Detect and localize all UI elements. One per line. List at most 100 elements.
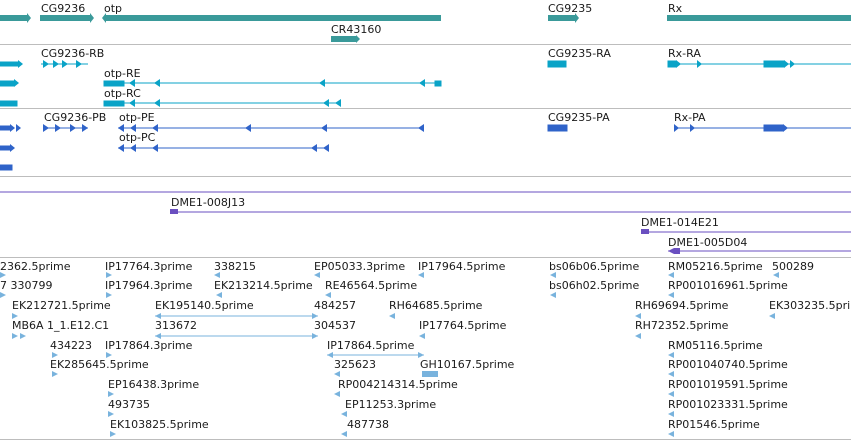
est-glyph[interactable]: [334, 371, 340, 377]
est-glyph[interactable]: [341, 411, 347, 417]
est-label[interactable]: RH69694.5prime: [635, 299, 729, 312]
est-glyph[interactable]: [312, 313, 318, 319]
est-glyph[interactable]: [12, 313, 18, 319]
transcript-label-otp-re[interactable]: otp-RE: [104, 67, 141, 80]
est-glyph[interactable]: [106, 352, 112, 358]
est-glyph[interactable]: [668, 371, 674, 377]
gene-cg9236-bar[interactable]: [0, 15, 27, 21]
est-glyph[interactable]: [0, 272, 6, 278]
est-label[interactable]: RP01546.5prime: [668, 418, 760, 431]
est-glyph[interactable]: [550, 292, 556, 298]
est-glyph[interactable]: [773, 272, 779, 278]
gene-cr43160-bar[interactable]: [331, 36, 356, 42]
est-label[interactable]: RM05216.5prime: [668, 260, 763, 273]
est-glyph[interactable]: [635, 333, 641, 339]
est-glyph[interactable]: [312, 333, 318, 339]
est-label[interactable]: RP004214314.5prime: [338, 378, 458, 391]
gene-label-cr43160[interactable]: CR43160: [331, 23, 382, 36]
est-glyph[interactable]: [550, 272, 556, 278]
est-label[interactable]: IP17864.3prime: [105, 339, 193, 352]
est-glyph[interactable]: [419, 333, 425, 339]
est-label[interactable]: EK195140.5prime: [155, 299, 254, 312]
est-label[interactable]: bs06h02.5prime: [549, 279, 640, 292]
est-glyph[interactable]: [12, 333, 18, 339]
est-glyph[interactable]: [216, 292, 222, 298]
clone-label-dme1-005d04[interactable]: DME1-005D04: [668, 236, 748, 249]
est-glyph[interactable]: [668, 431, 674, 437]
est-label[interactable]: MB6A 1_1.E12.C1: [12, 319, 110, 332]
est-label[interactable]: IP17864.5prime: [327, 339, 415, 352]
est-glyph[interactable]: [0, 292, 6, 298]
est-glyph[interactable]: [668, 352, 674, 358]
est-label[interactable]: EP11253.3prime: [345, 398, 437, 411]
gene-rx-bar[interactable]: [667, 15, 851, 21]
est-glyph[interactable]: [108, 411, 114, 417]
est-label[interactable]: bs06b06.5prime: [549, 260, 640, 273]
est-glyph[interactable]: [635, 313, 641, 319]
est-label[interactable]: RM05116.5prime: [668, 339, 763, 352]
est-label[interactable]: RE46564.5prime: [325, 279, 418, 292]
transcript-label-cg9236-rb[interactable]: CG9236-RB: [41, 47, 105, 60]
est-label[interactable]: RP001023331.5prime: [668, 398, 788, 411]
protein-label-cg9236-pb[interactable]: CG9236-PB: [44, 111, 107, 124]
clone-label-dme1-014e21[interactable]: DME1-014E21: [641, 216, 719, 229]
est-glyph[interactable]: [52, 352, 58, 358]
est-glyph[interactable]: [52, 371, 58, 377]
est-glyph[interactable]: [110, 431, 116, 437]
est-label[interactable]: EK303235.5prime: [769, 299, 851, 312]
est-glyph[interactable]: [155, 313, 161, 319]
est-label[interactable]: GH10167.5prime: [420, 358, 515, 371]
transcript-label-cg9235-ra[interactable]: CG9235-RA: [548, 47, 611, 60]
est-glyph[interactable]: [668, 411, 674, 417]
est-label[interactable]: RP001016961.5prime: [668, 279, 788, 292]
est-label[interactable]: 2362.5prime: [0, 260, 71, 273]
est-glyph[interactable]: [325, 292, 331, 298]
est-label[interactable]: 325623: [334, 358, 376, 371]
gene-label-cg9235[interactable]: CG9235: [548, 2, 593, 15]
est-glyph[interactable]: [668, 272, 674, 278]
gene-label-otp[interactable]: otp: [104, 2, 123, 15]
est-glyph[interactable]: [314, 272, 320, 278]
est-label[interactable]: RP001040740.5prime: [668, 358, 788, 371]
est-label[interactable]: EK285645.5prime: [50, 358, 149, 371]
est-glyph[interactable]: [20, 333, 26, 339]
est-glyph[interactable]: [341, 431, 347, 437]
est-glyph[interactable]: [769, 313, 775, 319]
est-label[interactable]: RH64685.5prime: [389, 299, 483, 312]
est-label[interactable]: IP17964.5prime: [418, 260, 506, 273]
est-label[interactable]: 500289: [772, 260, 814, 273]
est-label[interactable]: 487738: [347, 418, 389, 431]
est-label[interactable]: 434223: [50, 339, 92, 352]
est-label[interactable]: 493735: [108, 398, 150, 411]
est-label[interactable]: EK212721.5prime: [12, 299, 111, 312]
est-label[interactable]: 7 330799: [0, 279, 53, 292]
protein-label-cg9235-pa[interactable]: CG9235-PA: [548, 111, 610, 124]
est-glyph[interactable]: [327, 352, 333, 358]
gene-otp-bar[interactable]: [106, 15, 441, 21]
est-label[interactable]: 313672: [155, 319, 197, 332]
est-label[interactable]: EK213214.5prime: [214, 279, 313, 292]
est-glyph[interactable]: [422, 371, 438, 377]
est-label[interactable]: IP17764.5prime: [419, 319, 507, 332]
est-label[interactable]: 338215: [214, 260, 256, 273]
gene-cg9236-bar[interactable]: [40, 15, 90, 21]
est-glyph[interactable]: [418, 272, 424, 278]
est-label[interactable]: RH72352.5prime: [635, 319, 729, 332]
est-label[interactable]: 484257: [314, 299, 356, 312]
est-glyph[interactable]: [214, 272, 220, 278]
est-label[interactable]: EK103825.5prime: [110, 418, 209, 431]
est-glyph[interactable]: [668, 391, 674, 397]
gene-label-rx[interactable]: Rx: [668, 2, 683, 15]
transcript-label-otp-rc[interactable]: otp-RC: [104, 87, 141, 100]
gene-label-cg9236[interactable]: CG9236: [41, 2, 86, 15]
est-label[interactable]: IP17764.3prime: [105, 260, 193, 273]
est-label[interactable]: RP001019591.5prime: [668, 378, 788, 391]
protein-label-otp-pe[interactable]: otp-PE: [119, 111, 155, 124]
transcript-label-rx-ra[interactable]: Rx-RA: [668, 47, 701, 60]
est-glyph[interactable]: [668, 292, 674, 298]
est-label[interactable]: IP17964.3prime: [105, 279, 193, 292]
est-glyph[interactable]: [106, 292, 112, 298]
gene-cg9235-bar[interactable]: [548, 15, 575, 21]
est-label[interactable]: EP16438.3prime: [108, 378, 200, 391]
est-glyph[interactable]: [106, 272, 112, 278]
